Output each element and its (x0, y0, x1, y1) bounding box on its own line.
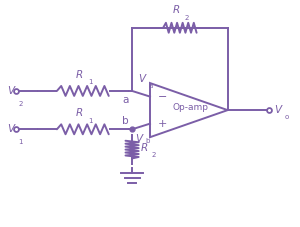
Text: V: V (7, 124, 14, 134)
Text: Op-amp: Op-amp (172, 103, 208, 112)
Text: a: a (123, 95, 129, 106)
Text: R: R (173, 5, 180, 15)
Text: +: + (158, 119, 167, 129)
Text: R: R (141, 143, 148, 153)
Text: V: V (135, 134, 142, 144)
Text: V: V (7, 86, 14, 96)
Text: R: R (76, 108, 83, 118)
Text: 1: 1 (88, 118, 92, 124)
Text: V: V (274, 105, 281, 115)
Text: 1: 1 (88, 79, 92, 85)
Text: b: b (122, 116, 129, 126)
Text: 2: 2 (152, 152, 156, 158)
Text: 1: 1 (19, 139, 23, 146)
Text: 2: 2 (19, 101, 23, 107)
Text: −: − (158, 91, 167, 101)
Text: V: V (138, 74, 145, 84)
Text: b: b (146, 138, 150, 144)
Text: a: a (149, 83, 153, 89)
Text: 2: 2 (185, 15, 189, 21)
Text: R: R (76, 70, 83, 80)
Text: o: o (285, 114, 289, 120)
